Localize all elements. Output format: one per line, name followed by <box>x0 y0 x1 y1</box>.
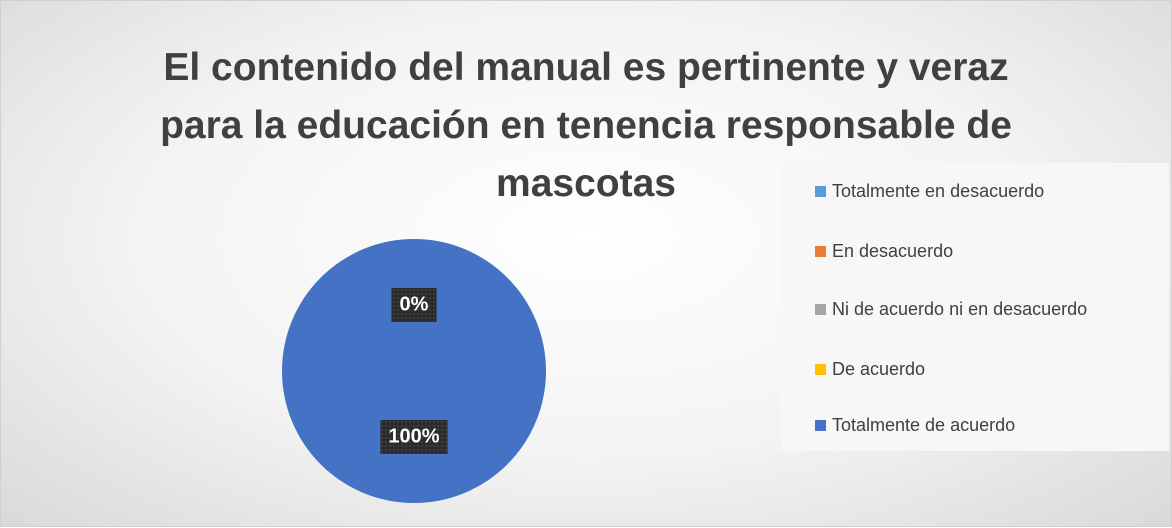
legend-swatch <box>815 185 826 197</box>
legend-swatch <box>815 245 826 257</box>
legend-label: Ni de acuerdo ni en desacuerdo <box>832 298 1088 319</box>
data-label: 0% <box>391 288 437 322</box>
legend-item: Totalmente de acuerdo <box>815 413 1015 437</box>
legend-item: Ni de acuerdo ni en desacuerdo <box>815 297 1087 321</box>
legend-label: Totalmente de acuerdo <box>832 414 1016 435</box>
legend-swatch <box>815 419 826 431</box>
data-label-text: 100% <box>388 425 439 447</box>
legend: Totalmente en desacuerdo En desacuerdo Ni … <box>781 163 1169 451</box>
pie-slice <box>282 239 546 503</box>
legend-swatch <box>815 363 826 375</box>
legend-label: Totalmente en desacuerdo <box>832 180 1045 201</box>
chart-title: El contenido del manual es pertinente y … <box>160 46 1012 205</box>
legend-item: De acuerdo <box>815 357 925 381</box>
legend-label: En desacuerdo <box>832 240 954 261</box>
data-label-box <box>391 288 437 322</box>
data-label-box <box>380 420 448 454</box>
data-label-text: 0% <box>400 293 429 315</box>
legend-label: De acuerdo <box>832 358 926 379</box>
pie-plot: 0%0%0%0%100% <box>282 239 546 503</box>
data-label: 100% <box>380 420 448 454</box>
legend-item: En desacuerdo <box>815 239 953 263</box>
legend-item: Totalmente en desacuerdo <box>815 179 1044 203</box>
legend-swatch <box>815 303 826 315</box>
